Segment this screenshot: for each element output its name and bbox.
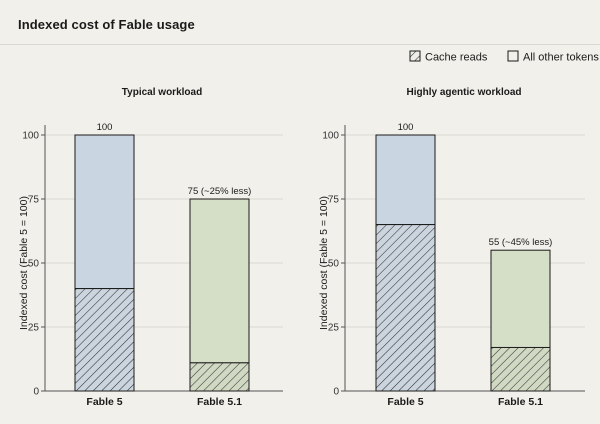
y-tick-label: 25	[328, 323, 340, 334]
bar-data-label: 100	[97, 122, 113, 133]
bar-other-tokens-fable5	[375, 134, 436, 226]
legend-swatch-hatched	[409, 50, 421, 62]
y-tick-label: 0	[333, 387, 339, 398]
bar-other-tokens-fable5	[74, 134, 135, 290]
y-tick-label: 100	[22, 131, 39, 142]
x-category-label: Fable 5.1	[498, 396, 543, 408]
y-tick-label: 50	[28, 259, 40, 270]
legend-label-1: All other tokens	[523, 52, 599, 64]
chart-title: Typical workload	[122, 87, 202, 98]
bar-cache-reads-fable5	[74, 288, 135, 392]
chart-title: Highly agentic workload	[406, 87, 521, 98]
bar-data-label: 75 (~25% less)	[188, 186, 252, 197]
y-tick-label: 75	[28, 195, 40, 206]
bar-other-tokens-fable51	[189, 198, 250, 364]
x-category-label: Fable 5.1	[197, 396, 242, 408]
chart-panel-1: Typical workload 0 25 50 75 100 Indexed cost (…	[18, 87, 283, 408]
page-title: Indexed cost of Fable usage	[18, 17, 195, 32]
legend-swatch-empty	[507, 50, 519, 62]
y-tick-label: 75	[328, 195, 340, 206]
y-axis-label: Indexed cost (Fable 5 = 100)	[18, 196, 30, 330]
y-axis-label: Indexed cost (Fable 5 = 100)	[318, 196, 330, 330]
y-tick-label: 0	[33, 387, 39, 398]
bar-data-label: 100	[398, 122, 414, 133]
bar-other-tokens-fable51	[490, 249, 551, 348]
legend-label-0: Cache reads	[425, 52, 488, 64]
bar-data-label: 55 (~45% less)	[489, 237, 553, 248]
title-divider	[0, 44, 600, 45]
y-tick-label: 100	[322, 131, 339, 142]
x-category-label: Fable 5	[86, 396, 122, 408]
bar-cache-reads-fable5	[375, 224, 436, 392]
legend: Cache reads All other tokens	[409, 50, 599, 64]
y-tick-label: 25	[28, 323, 40, 334]
chart-panel-2: Highly agentic workload 0 25 50 75 100 Indexed…	[318, 87, 585, 408]
y-tick-label: 50	[328, 259, 340, 270]
bar-cache-reads-fable51	[189, 362, 250, 392]
bar-cache-reads-fable51	[490, 346, 551, 392]
x-category-label: Fable 5	[387, 396, 423, 408]
